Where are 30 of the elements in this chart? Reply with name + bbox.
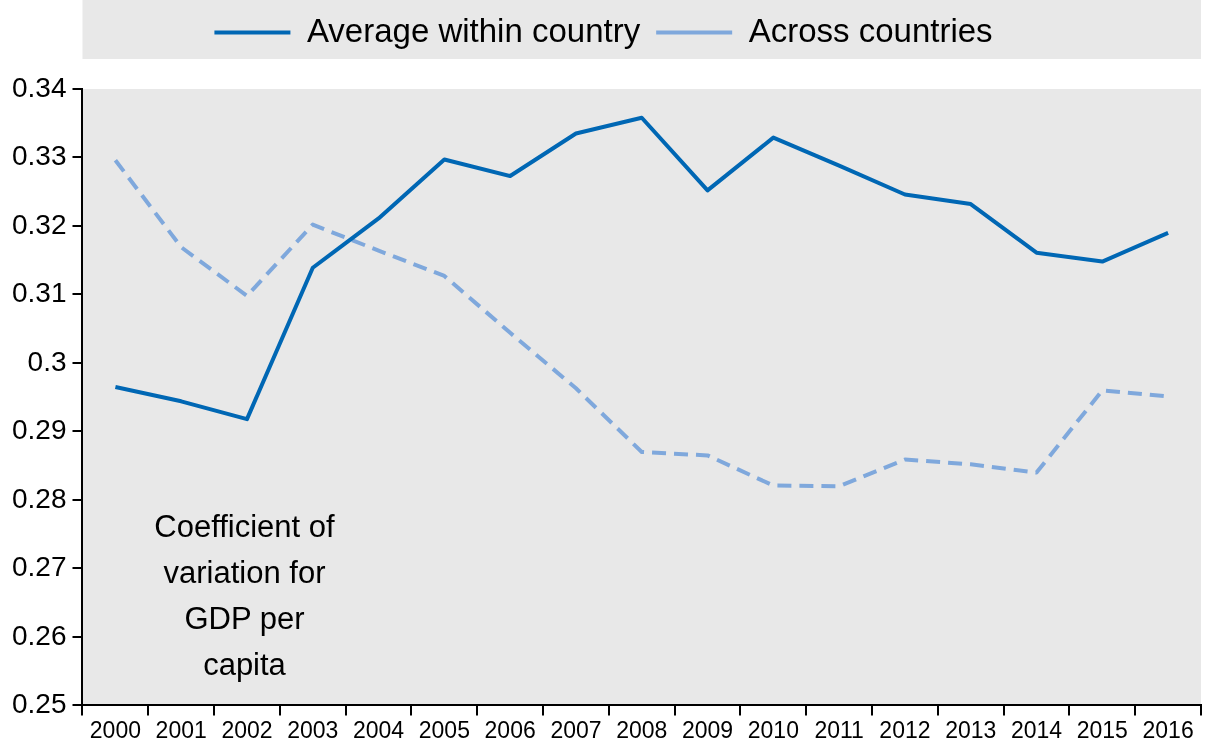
- x-tick-label: 2012: [879, 716, 931, 743]
- x-tick-label: 2002: [221, 716, 273, 743]
- y-tick-label: 0.27: [12, 551, 67, 583]
- y-tick-label: 0.28: [12, 482, 67, 514]
- y-tick-label: 0.26: [12, 619, 67, 651]
- x-tick-label: 2006: [484, 716, 536, 743]
- y-tick-label: 0.25: [12, 688, 67, 720]
- y-tick-label: 0.34: [12, 71, 67, 103]
- y-tick-label: 0.3: [27, 345, 67, 377]
- y-tick-label: 0.32: [12, 208, 67, 240]
- x-tick-label: 2005: [418, 716, 470, 743]
- legend-label: Average within country: [306, 11, 641, 49]
- x-tick-label: 2014: [1010, 716, 1063, 743]
- x-tick-label: 2003: [287, 716, 339, 743]
- x-tick-label: 2015: [1076, 716, 1128, 743]
- x-tick-label: 2013: [945, 716, 997, 743]
- x-tick-label: 2016: [1142, 716, 1194, 743]
- x-tick-label: 2010: [747, 716, 799, 743]
- y-tick-label: 0.33: [12, 140, 67, 172]
- legend-label: Across countries: [748, 11, 993, 49]
- y-tick-label: 0.29: [12, 414, 67, 446]
- x-tick-label: 2004: [352, 716, 405, 743]
- x-tick-label: 2000: [89, 716, 141, 743]
- x-tick-label: 2007: [550, 716, 602, 743]
- x-tick-label: 2011: [814, 716, 864, 743]
- y-tick-label: 0.31: [12, 277, 67, 309]
- x-tick-label: 2009: [681, 716, 734, 743]
- annotation: Coefficient of variation for GDP per capita: [154, 509, 336, 683]
- x-tick-label: 2001: [155, 716, 207, 743]
- x-tick-label: 2008: [616, 716, 668, 743]
